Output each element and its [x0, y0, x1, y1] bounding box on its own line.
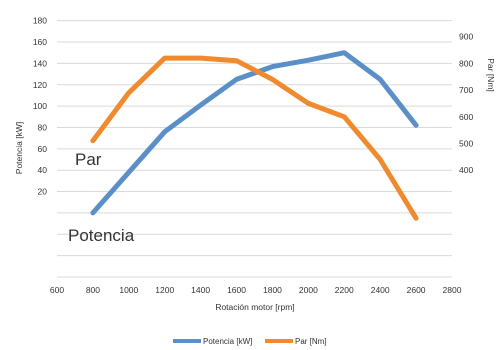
- y-left-tick-label: 140: [33, 58, 47, 68]
- y-left-tick-label: 120: [33, 80, 47, 90]
- tick-labels: 20 40 60 80 100 120 140 160 180 400 500 600 700 800 90…: [33, 16, 474, 295]
- y-right-tick-label: 600: [459, 112, 473, 122]
- legend-label-potencia: Potencia [kW]: [203, 337, 252, 346]
- legend: Potencia [kW] Par [Nm]: [173, 337, 327, 346]
- y-left-tick-label: 20: [38, 187, 48, 197]
- y-left-tick-label: 60: [38, 144, 48, 154]
- x-tick-label: 1400: [191, 285, 210, 295]
- series-line-par: [90, 55, 419, 221]
- x-tick-label: 2200: [335, 285, 354, 295]
- y-axis-left-title: Potencia [kW]: [14, 122, 24, 174]
- series-lines: [90, 50, 419, 221]
- x-tick-label: 1200: [155, 285, 174, 295]
- y-right-tick-label: 700: [459, 85, 473, 95]
- annotation-potencia: Potencia: [68, 226, 135, 245]
- series-line-potencia: [90, 50, 419, 216]
- y-left-tick-label: 40: [38, 165, 48, 175]
- y-right-tick-label: 800: [459, 58, 473, 68]
- y-right-tick-label: 900: [459, 32, 473, 42]
- x-tick-label: 2600: [407, 285, 426, 295]
- annotation-par: Par: [75, 150, 102, 169]
- x-axis-title: Rotación motor [rpm]: [215, 302, 294, 312]
- x-tick-label: 2800: [443, 285, 462, 295]
- x-tick-label: 2400: [371, 285, 390, 295]
- x-tick-label: 1600: [227, 285, 246, 295]
- y-left-tick-label: 80: [38, 122, 48, 132]
- y-left-tick-label: 100: [33, 101, 47, 111]
- y-axis-right-title: Par [Nm]: [486, 58, 496, 92]
- y-right-tick-label: 400: [459, 165, 473, 175]
- x-tick-label: 600: [50, 285, 64, 295]
- x-tick-label: 800: [86, 285, 100, 295]
- x-tick-label: 1000: [119, 285, 138, 295]
- x-tick-label: 2000: [299, 285, 318, 295]
- y-left-tick-label: 180: [33, 16, 47, 26]
- y-right-tick-label: 500: [459, 139, 473, 149]
- x-tick-label: 1800: [263, 285, 282, 295]
- y-left-tick-label: 160: [33, 37, 47, 47]
- legend-label-par: Par [Nm]: [295, 337, 327, 346]
